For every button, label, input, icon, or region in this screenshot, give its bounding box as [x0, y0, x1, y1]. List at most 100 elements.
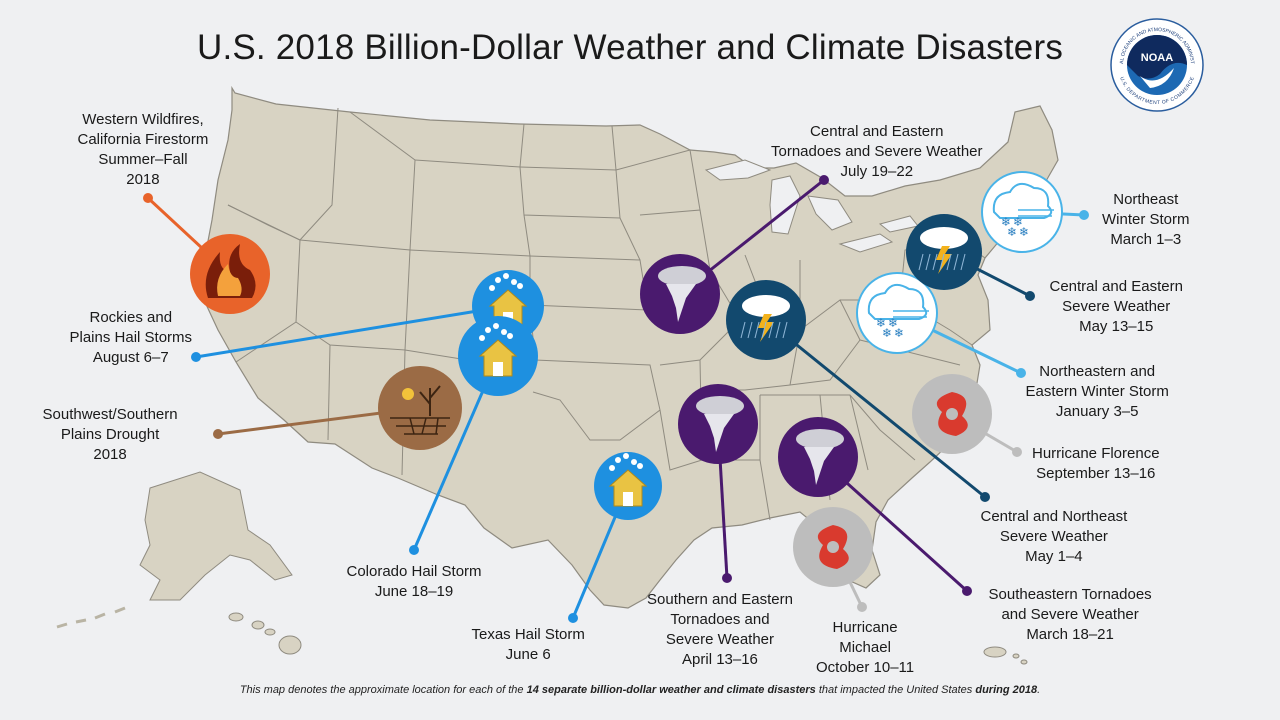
footer-note: This map denotes the approximate locatio…	[239, 684, 1041, 696]
event-label-line: Colorado Hail Storm	[346, 563, 482, 580]
rain-streak	[939, 253, 945, 271]
storm-cloud	[696, 396, 744, 416]
connector-dot-northeast-winter-storm	[1079, 210, 1089, 220]
event-label-line: Rockies and	[89, 309, 173, 326]
connector-dot-southwest-drought	[213, 429, 223, 439]
hail-icon	[458, 316, 538, 396]
hailstone	[489, 285, 495, 291]
snowflake: ❄	[1013, 215, 1023, 229]
hailstone	[485, 327, 491, 333]
snowflake: ❄	[1007, 225, 1017, 239]
event-label-line: Western Wildfires,	[82, 111, 204, 128]
snowflake: ❄	[888, 316, 898, 330]
hailstone	[609, 465, 615, 471]
winter-icon: ❄ ❄❄ ❄	[981, 171, 1063, 253]
connector-dot-rockies-plains-hail	[191, 352, 201, 362]
aleutian-islands	[56, 606, 126, 629]
event-label-line: Central and Eastern	[810, 123, 944, 140]
hailstone	[637, 463, 643, 469]
event-label-line: Texas Hail Storm	[471, 626, 585, 643]
rain-streak	[932, 253, 938, 271]
rain-streak	[768, 321, 774, 339]
connector-dot-central-eastern-severe-may	[1025, 291, 1035, 301]
great-lakes	[704, 159, 919, 253]
connector-dot-hurricane-michael	[857, 602, 867, 612]
rain-streak	[918, 253, 924, 271]
hurricane-eye	[827, 541, 839, 553]
hailstone	[503, 273, 509, 279]
logo-wordmark: NOAA	[1141, 52, 1173, 64]
connector-dot-central-northeast-severe	[980, 492, 990, 502]
event-label-line: Tornadoes and	[670, 611, 770, 628]
event-label-western-wildfires: Western Wildfires, California Firestorm Su…	[78, 110, 209, 190]
event-label-line: Eastern Winter Storm	[1025, 383, 1169, 400]
hailstone	[501, 329, 507, 335]
event-label-line: August 6–7	[92, 349, 169, 366]
event-label-line: Tornadoes and Severe Weather	[771, 143, 983, 160]
snow-cloud	[992, 182, 1053, 219]
connector-dot-northeastern-winter-storm	[1016, 368, 1026, 378]
severe-icon	[726, 280, 806, 360]
storm-cloud	[796, 429, 844, 449]
lightning-bolt	[758, 314, 774, 342]
hailstone	[615, 457, 621, 463]
funnel	[704, 414, 734, 452]
event-label-line: 2018	[126, 171, 160, 188]
funnel	[804, 447, 834, 485]
wind-lines	[893, 310, 929, 318]
connector-dot-western-wildfires	[143, 193, 153, 203]
icon-badge	[981, 171, 1063, 253]
event-label-line: Michael	[839, 639, 891, 656]
connector-line-central-northeast-severe	[765, 318, 986, 499]
event-label-line: Winter Storm	[1102, 211, 1190, 228]
event-label-hurricane-florence: Hurricane Florence September 13–16	[1032, 444, 1160, 484]
rain-streak	[960, 253, 966, 271]
connector-dot-southeastern-tornadoes	[962, 586, 972, 596]
rain-streak	[925, 253, 931, 271]
event-label-line: Central and Eastern	[1049, 278, 1183, 295]
rain-streak	[946, 253, 952, 271]
rain-streak	[761, 321, 767, 339]
rain-streak	[740, 321, 746, 339]
tornado-icon	[640, 254, 720, 334]
event-label-line: September 13–16	[1036, 465, 1156, 482]
event-label-line: May 1–4	[1025, 548, 1083, 565]
event-label-line: April 13–16	[682, 651, 758, 668]
cracked-ground	[390, 417, 450, 435]
event-label-line: Northeast	[1113, 191, 1179, 208]
event-label-line: Southern and Eastern	[647, 591, 793, 608]
snowflake: ❄	[1001, 215, 1011, 229]
event-label-texas-hail: Texas Hail Storm June 6	[472, 625, 585, 665]
event-label-line: Hurricane	[832, 619, 898, 636]
event-label-central-eastern-severe-may: Central and Eastern Severe Weather May 13–…	[1050, 277, 1183, 337]
house-shape	[478, 339, 518, 377]
tornado-icon	[678, 384, 758, 464]
event-label-northeast-winter-storm: Northeast Winter Storm March 1–3	[1102, 190, 1190, 250]
hurricane-icon	[793, 507, 873, 587]
event-label-line: Central and Northeast	[980, 508, 1128, 525]
connector-dot-central-eastern-tornadoes-july	[819, 175, 829, 185]
event-label-hurricane-michael: Hurricane Michael October 10–11	[816, 618, 914, 678]
event-label-line: March 1–3	[1110, 231, 1182, 248]
flame-core	[217, 264, 242, 296]
house-shape	[608, 469, 648, 507]
event-label-central-northeast-severe: Central and Northeast Severe Weather May 1…	[981, 507, 1128, 567]
event-label-line: Summer–Fall	[98, 151, 188, 168]
event-label-line: Plains Hail Storms	[69, 329, 193, 346]
event-label-line: Severe Weather	[665, 631, 775, 648]
lightning-bolt	[936, 246, 952, 274]
event-label-rockies-plains-hail: Rockies and Plains Hail Storms August 6–7	[70, 308, 193, 368]
wind-lines	[1018, 209, 1054, 217]
rain-streak	[782, 321, 788, 339]
hailstone	[493, 323, 499, 329]
event-label-line: Southwest/Southern	[42, 406, 178, 423]
alaska-land	[139, 471, 293, 601]
hurricane-eye	[946, 408, 958, 420]
event-label-line: Southeastern Tornadoes	[988, 586, 1152, 603]
event-label-line: May 13–15	[1079, 318, 1154, 335]
drought-icon	[378, 366, 462, 450]
rain-streak	[775, 321, 781, 339]
noaa-logo: NOAA NATIONAL OCEANIC AND ATMOSPHERIC AD…	[1110, 18, 1204, 112]
snowflake: ❄	[1019, 225, 1029, 239]
